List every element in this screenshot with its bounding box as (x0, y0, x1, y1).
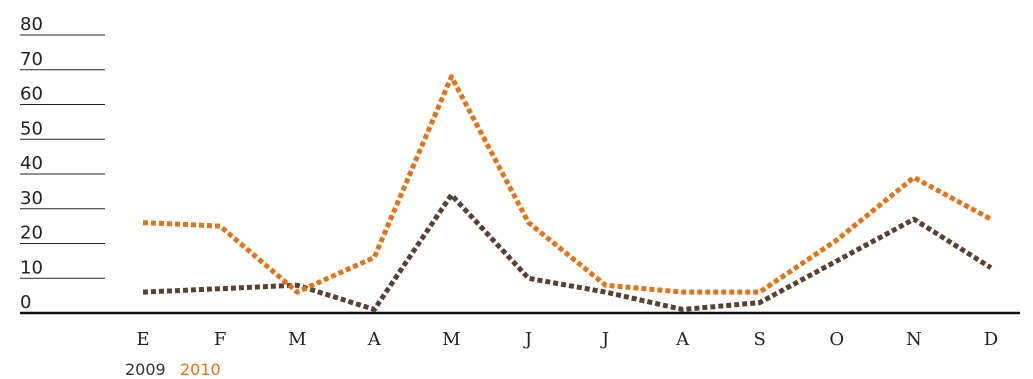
x-tick-label: A (367, 329, 382, 350)
x-tick-label: J (523, 329, 532, 350)
y-tick-label: 0 (20, 292, 31, 313)
x-tick-label: O (829, 329, 844, 350)
legend-entry-2010: 2010 (180, 360, 221, 379)
series-line-2010 (142, 74, 993, 295)
legend-entry-2009: 2009 (125, 360, 166, 379)
x-tick-label: N (906, 329, 922, 350)
legend: 2009 2010 (125, 360, 221, 379)
y-tick-label: 70 (20, 49, 43, 70)
y-axis-ticks: 0 10 20 30 40 50 60 70 80 (20, 14, 43, 313)
x-tick-label: M (442, 329, 460, 350)
x-tick-label: A (675, 329, 690, 350)
y-tick-label: 60 (20, 84, 43, 105)
series-lines (142, 74, 993, 312)
y-tick-label: 20 (20, 223, 43, 244)
y-tick-label: 30 (20, 188, 43, 209)
x-tick-label: S (754, 329, 766, 350)
y-tick-label: 40 (20, 153, 43, 174)
x-tick-label: M (288, 329, 306, 350)
x-tick-label: F (214, 329, 227, 350)
x-tick-label: E (136, 329, 149, 350)
x-tick-label: J (600, 329, 609, 350)
y-tick-label: 80 (20, 14, 43, 35)
x-tick-label: D (984, 329, 998, 350)
y-tick-label: 50 (20, 118, 43, 139)
grid-lines (20, 34, 105, 279)
y-tick-label: 10 (20, 257, 43, 278)
